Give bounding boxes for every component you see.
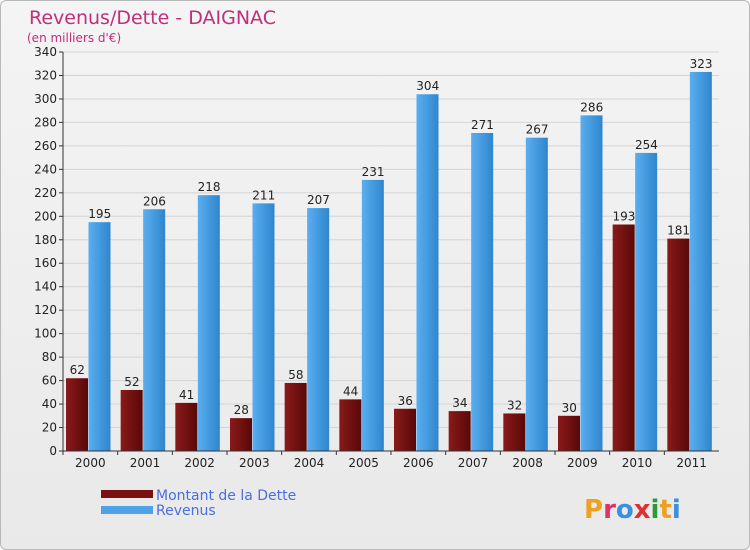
bar-dette xyxy=(558,415,580,451)
bar-dette xyxy=(66,378,88,451)
bar-dette xyxy=(448,411,471,451)
y-tick-label: 280 xyxy=(34,115,57,129)
y-tick-label: 20 xyxy=(42,421,57,435)
axes xyxy=(62,52,719,452)
legend-label-revenus: Revenus xyxy=(156,503,216,519)
bar-revenus xyxy=(252,203,275,451)
y-tick-label: 140 xyxy=(34,280,57,294)
y-tick-label: 40 xyxy=(42,397,57,411)
legend: Montant de la Dette Revenus xyxy=(101,488,296,519)
data-label: 62 xyxy=(70,363,85,377)
data-label: 231 xyxy=(362,165,385,179)
bar-dette xyxy=(612,224,635,451)
data-label: 58 xyxy=(288,368,303,382)
bar-revenus xyxy=(197,195,220,451)
bar-revenus xyxy=(88,222,111,451)
x-tick-label: 2004 xyxy=(294,456,325,470)
bar-revenus xyxy=(471,132,494,452)
legend-swatch-revenus xyxy=(101,506,153,514)
y-tick-label: 180 xyxy=(34,233,57,247)
x-tick-label: 2005 xyxy=(348,456,379,470)
data-label: 52 xyxy=(124,375,139,389)
data-label: 254 xyxy=(635,138,658,152)
bars xyxy=(66,71,712,452)
data-labels: 62 195 52 206 41 218 28 211 58 207 44 231 36 304 34 271… xyxy=(70,57,713,417)
x-tick-label: 2011 xyxy=(676,456,707,470)
legend-label-dette: Montant de la Dette xyxy=(156,488,296,504)
data-label: 271 xyxy=(471,118,494,132)
y-axis-ticks: 0 20 40 60 80 100 120 140 160 180 200 220 240 260 280 3… xyxy=(34,45,63,458)
data-label: 36 xyxy=(398,394,413,408)
bar-revenus xyxy=(307,208,330,451)
data-label: 30 xyxy=(562,401,577,415)
bar-dette xyxy=(339,399,362,451)
y-tick-label: 200 xyxy=(34,209,57,223)
y-tick-label: 340 xyxy=(34,45,57,59)
data-label: 304 xyxy=(416,79,439,93)
bar-revenus xyxy=(361,179,384,451)
data-label: 206 xyxy=(143,194,166,208)
y-tick-label: 0 xyxy=(49,444,57,458)
x-tick-label: 2007 xyxy=(458,456,489,470)
grid xyxy=(63,51,719,452)
data-label: 218 xyxy=(198,180,221,194)
x-tick-label: 2009 xyxy=(567,456,598,470)
bar-dette xyxy=(667,238,690,451)
y-tick-label: 320 xyxy=(34,68,57,82)
chart-title: Revenus/Dette - DAIGNAC xyxy=(29,7,276,29)
y-tick-label: 100 xyxy=(34,327,57,341)
bar-dette xyxy=(394,408,416,451)
chart-subtitle: (en milliers d'€) xyxy=(27,31,121,45)
x-tick-label: 2001 xyxy=(130,456,161,470)
data-label: 193 xyxy=(612,210,635,224)
bar-revenus xyxy=(689,71,712,451)
legend-swatch-dette xyxy=(101,490,153,498)
data-label: 195 xyxy=(88,207,111,221)
bar-dette xyxy=(120,389,143,451)
bar-revenus xyxy=(580,115,603,451)
y-tick-label: 60 xyxy=(42,374,57,388)
data-label: 323 xyxy=(690,57,713,71)
bar-revenus xyxy=(416,94,439,451)
data-label: 44 xyxy=(343,384,358,398)
y-tick-label: 120 xyxy=(34,303,57,317)
bar-revenus xyxy=(143,209,166,451)
data-label: 181 xyxy=(667,224,690,238)
x-tick-label: 2003 xyxy=(239,456,270,470)
x-tick-label: 2006 xyxy=(403,456,434,470)
bar-revenus xyxy=(525,137,548,451)
bar-dette xyxy=(175,402,198,451)
bar-revenus xyxy=(635,152,658,451)
x-axis-ticks: 2000 2001 2002 2003 2004 2005 2006 2007 2008 2009… xyxy=(62,451,707,470)
svg-text:Proxiti: Proxiti xyxy=(584,495,681,525)
data-label: 34 xyxy=(452,396,467,410)
x-tick-label: 2008 xyxy=(512,456,543,470)
data-label: 32 xyxy=(507,398,522,412)
bar-dette xyxy=(230,418,252,451)
x-tick-label: 2010 xyxy=(622,456,653,470)
data-label: 41 xyxy=(179,388,194,402)
y-tick-label: 240 xyxy=(34,162,57,176)
y-tick-label: 260 xyxy=(34,139,57,153)
data-label: 267 xyxy=(526,123,549,137)
x-tick-label: 2000 xyxy=(75,456,106,470)
data-label: 28 xyxy=(234,403,249,417)
y-tick-label: 160 xyxy=(34,256,57,270)
y-tick-label: 220 xyxy=(34,186,57,200)
x-tick-label: 2002 xyxy=(184,456,215,470)
y-tick-label: 300 xyxy=(34,92,57,106)
data-label: 211 xyxy=(252,188,275,202)
proxiti-logo: Proxiti xyxy=(584,495,681,525)
bar-dette xyxy=(284,382,307,451)
y-tick-label: 80 xyxy=(42,350,57,364)
data-label: 286 xyxy=(580,100,603,114)
data-label: 207 xyxy=(307,193,330,207)
bar-dette xyxy=(503,413,526,451)
